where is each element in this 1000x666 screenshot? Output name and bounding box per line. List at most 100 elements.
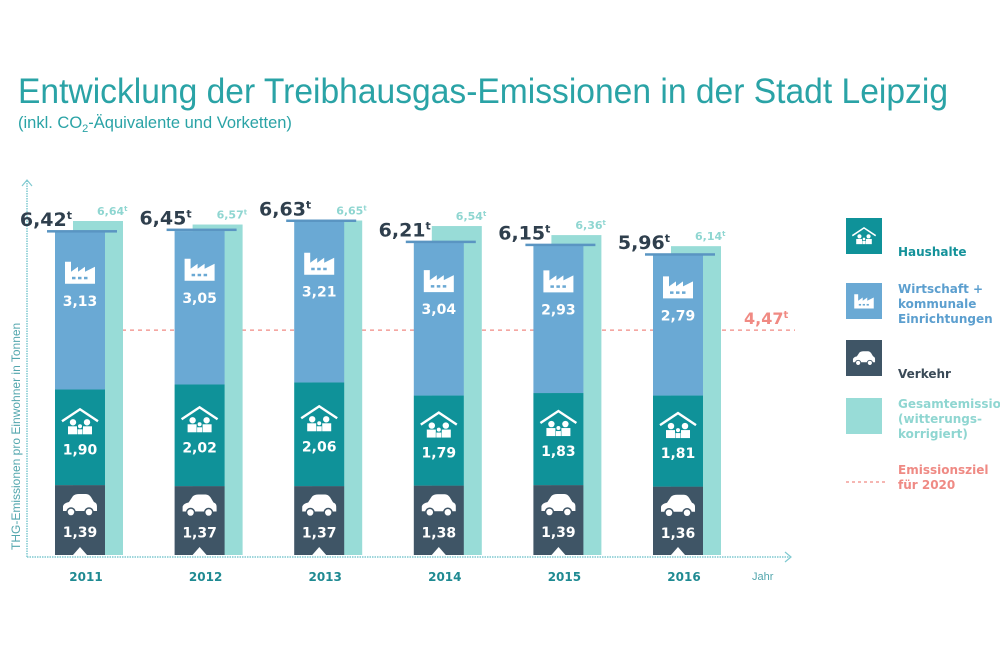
total-label: 6,45t [139,208,191,230]
legend: Haushalte Wirtschaft +kommunaleEinrichtun… [846,218,1000,492]
segment-factory [174,231,225,385]
car-wheel [84,507,94,517]
person-head [189,417,196,424]
subtitle-subscript: 2 [82,123,88,135]
segment-house-family [174,384,225,487]
legend-label: für 2020 [898,478,955,492]
person-body [546,428,556,437]
segment-value: 1,81 [661,446,696,462]
base-notch [671,547,685,555]
legend-label: Gesamtemission [898,397,1000,411]
corrected-total-label: 6,54t [456,210,487,223]
roof [420,411,458,426]
total-value: 5,96 [618,232,665,254]
total-value: 6,15 [498,223,545,245]
legend-swatch [846,218,882,254]
person-head [562,420,569,428]
factory-window [562,285,566,288]
segment-value: 1,83 [541,444,576,460]
corrected-unit: t [124,205,128,213]
legend-label: Verkehr [898,367,951,381]
segment-value: 1,39 [541,525,576,541]
segment-value: 3,13 [63,294,98,310]
child-head [676,428,680,433]
total-label: 5,96t [618,232,670,254]
legend-swatch [846,398,882,434]
base-notch [551,547,566,555]
segment-value: 3,05 [182,291,217,307]
total-cap-line [405,240,476,244]
car-body [421,494,456,512]
factory-icon [854,294,874,309]
roof [300,404,338,420]
child-head [436,427,441,432]
corrected-value: 6,57 [217,209,244,222]
person-head [323,416,330,423]
segment-value: 2,93 [541,302,576,318]
child-body [436,432,442,438]
car-icon [421,494,456,518]
person-body [426,429,436,438]
segment-value: 1,39 [63,525,98,541]
segment-value: 2,02 [182,440,217,456]
car-body [182,494,217,512]
legend-item: Haushalte [846,218,966,259]
segment-factory [294,221,345,383]
subtitle-post: -Äquivalente und Vorketten) [88,114,292,132]
total-value: 6,45 [139,208,186,230]
car-wheel [866,359,873,366]
corrected-value: 6,54 [456,210,483,223]
roof [659,411,697,427]
roof [539,409,578,425]
corrected-unit: t [603,219,607,227]
target-label: 4,47t [744,309,788,328]
segment-factory [55,232,105,390]
total-value: 6,42 [20,209,67,231]
corrected-unit: t [722,230,726,238]
person-head [857,234,862,239]
x-tick-label: 2014 [428,570,461,584]
car-wheel [66,507,76,517]
x-tick-label: 2015 [548,570,581,584]
roof [180,405,219,421]
total-unit: t [665,232,670,245]
person-head [667,422,675,430]
car-wheel [425,507,435,518]
legend-label: korrigiert) [898,427,968,441]
car-icon [63,494,97,517]
corrected-total-label: 6,14t [695,230,726,243]
factory-icon [184,258,215,281]
total-unit: t [186,208,191,221]
factory-window [862,303,865,306]
base-notch [73,547,87,555]
corrected-total-label: 6,36t [575,219,606,232]
total-unit: t [545,223,550,236]
person-body [202,424,212,433]
car-wheel [323,507,333,518]
segment-house-family [294,382,345,487]
legend-label: (witterungs- [898,412,982,426]
total-cap-line [47,230,117,233]
corrected-value: 6,14 [695,230,722,243]
x-axis-arrow [784,551,792,563]
person-body [187,424,197,433]
factory-icon [663,276,693,299]
legend-label: Wirtschaft + [898,282,983,296]
total-cap-line [525,243,596,247]
factory-window [317,267,321,271]
segment-value: 2,79 [661,308,696,324]
factory-window [436,285,441,288]
x-tick-label: 2012 [189,570,222,584]
car-icon [541,494,576,517]
person-head [681,422,689,430]
factory-window [72,276,76,280]
person-body [441,429,451,438]
subtitle-pre: (inkl. CO [18,114,82,132]
child-head [78,424,82,429]
person-body [666,430,675,439]
corrected-value: 6,64 [97,205,124,218]
